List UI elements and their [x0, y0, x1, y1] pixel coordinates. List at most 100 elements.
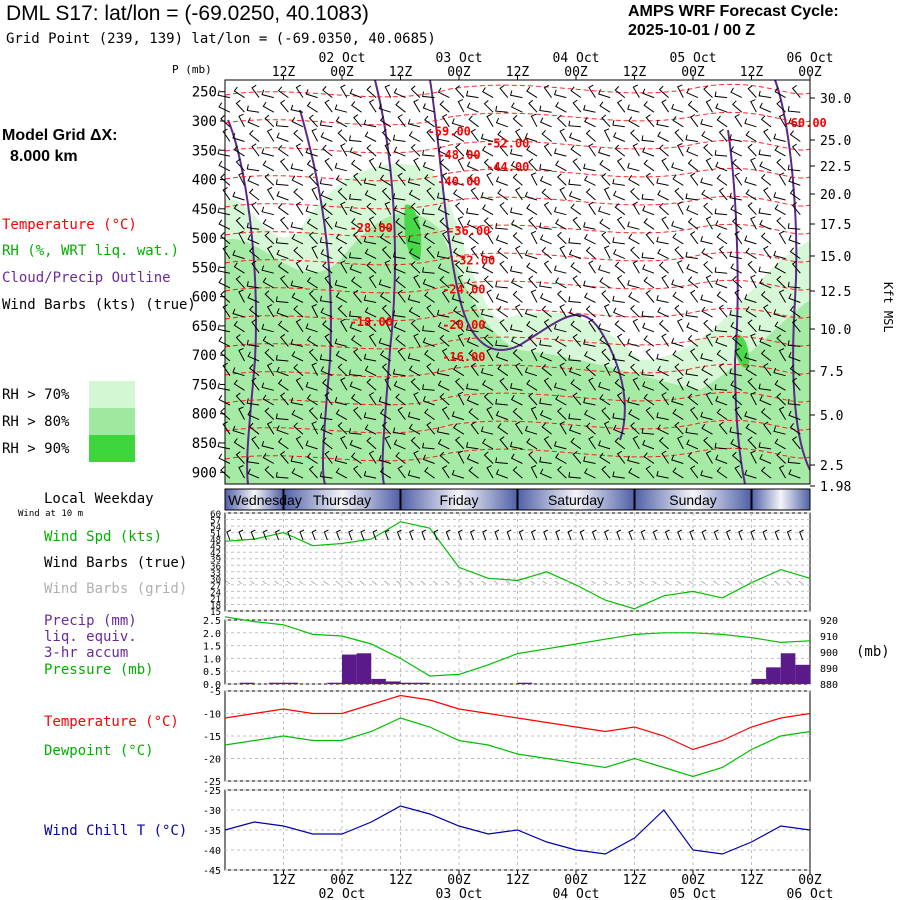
wind-barb-23: [222, 421, 231, 435]
wind-barb-659: [568, 249, 582, 260]
wind-barb-665: [572, 333, 582, 347]
wind-barb-774: [628, 350, 640, 362]
wind-barb-639: [556, 348, 567, 362]
kft-axis-label: Kft MSL: [881, 282, 895, 333]
wind-barb-1010: [763, 245, 772, 259]
wind-barb-1056: [789, 130, 801, 142]
wind-barb-799: [642, 322, 655, 333]
wind-barb-740: [613, 249, 625, 260]
wind-barb-474: [470, 304, 479, 318]
wind-barb-39: [233, 262, 245, 274]
wind-barb-349: [395, 452, 406, 464]
wind-barb-621: [553, 89, 567, 99]
wind-barb-923: [715, 161, 728, 172]
wind-barb-753: [614, 437, 626, 450]
wind-barb-808: [643, 452, 655, 464]
wind-barb-328: [393, 146, 406, 157]
wind-barb-283: [368, 274, 377, 289]
wind-barb-839: [672, 116, 684, 128]
wind-barb-143: [295, 201, 304, 215]
wind-barb-911: [703, 378, 713, 391]
wind-barb-579: [526, 262, 538, 274]
wind-barb-208: [320, 366, 333, 377]
surface-wind-barb: [555, 529, 561, 541]
wind-barb-646: [555, 453, 567, 464]
isotherm-6: [224, 251, 811, 266]
wind-barb-750: [616, 392, 626, 406]
wind-barb-631: [556, 231, 567, 245]
wind-barb-94: [262, 277, 275, 289]
wind-barb-778: [628, 409, 640, 421]
cloud-outline-2: [374, 79, 396, 485]
wind-barb-888: [686, 439, 699, 450]
wind-barb-487: [483, 100, 494, 113]
wind-barb-496: [486, 230, 494, 245]
wind-barb-627: [556, 173, 567, 186]
wind-barb-374: [408, 423, 421, 435]
wind-barb-90: [262, 218, 275, 230]
wind-barb-148: [290, 280, 304, 289]
isotherm-7: [224, 279, 811, 294]
wind-barb-274: [366, 144, 377, 157]
weekday-label: Wednesday: [228, 492, 302, 508]
pressure-line: [224, 616, 811, 677]
wind-barb-648: [570, 86, 582, 99]
wind-barb-649: [572, 99, 582, 113]
weekday-label: Thursday: [313, 492, 371, 508]
panel-ytick-label: -25: [203, 786, 221, 797]
wind-barb-1001: [760, 115, 772, 128]
wind-barb-1073: [791, 377, 801, 391]
wind-barb-820: [656, 236, 669, 245]
isotherm-5: [224, 223, 811, 238]
wind-barb-160: [290, 456, 304, 464]
legend-rh: RH (%, WRT liq. wat.): [2, 243, 180, 259]
top-hour-label: 12Z: [740, 65, 764, 80]
wind-barb-703: [599, 101, 611, 113]
surface-wind-barb: [226, 529, 232, 541]
wind-barb-298: [378, 103, 391, 113]
wind-barb-1064: [789, 247, 801, 260]
wind-barb-192: [320, 132, 333, 142]
wind-barb-321: [384, 435, 392, 450]
p-tick-label: 500: [192, 231, 217, 247]
surface-wind-barb: [762, 529, 768, 541]
wind-barb-997: [750, 450, 757, 464]
wind-barb-468: [466, 219, 479, 230]
wind-barb-913: [700, 411, 713, 421]
wind-barb-399: [422, 396, 435, 406]
precip-bar: [400, 682, 416, 684]
wind-barb-570: [524, 133, 538, 142]
wind-barb-880: [686, 322, 699, 333]
wind-barb-872: [686, 205, 699, 216]
wind-barb-303: [379, 174, 392, 186]
wind-barb-760: [632, 143, 640, 157]
wind-barb-819: [661, 216, 670, 230]
wind-barb-293: [364, 424, 377, 435]
wind-barb-19: [222, 362, 231, 376]
wind-barb-1037: [773, 250, 786, 260]
liq-equiv-label: liq. equiv.: [44, 629, 137, 645]
p-tick-label: 350: [192, 143, 217, 159]
wind-barb-465: [468, 173, 479, 186]
wind-barb-20: [217, 382, 230, 391]
wind-barb-77: [248, 422, 260, 435]
wind-barb-65: [248, 247, 260, 259]
wind-barb-625: [553, 148, 567, 157]
wind-barb-56: [247, 117, 260, 128]
wind-barb-686: [585, 246, 596, 259]
wind-barb-827: [661, 333, 670, 347]
wind-barb-434: [451, 118, 465, 128]
kft-tick-label: 17.5: [820, 218, 851, 233]
precip-bar: [385, 681, 401, 684]
wind-barb-196: [320, 190, 333, 201]
wind-barb-644: [559, 421, 567, 435]
wind-barb-446: [451, 294, 465, 303]
panel-ytick-label: 2.0: [203, 629, 221, 640]
wind-barb-657: [572, 216, 582, 230]
wind-barb-201: [322, 261, 333, 274]
wind-barb-311: [379, 291, 392, 303]
wind-barb-916: [705, 450, 713, 464]
wind-barb-1013: [760, 291, 772, 303]
wind-barb-44: [235, 334, 245, 347]
